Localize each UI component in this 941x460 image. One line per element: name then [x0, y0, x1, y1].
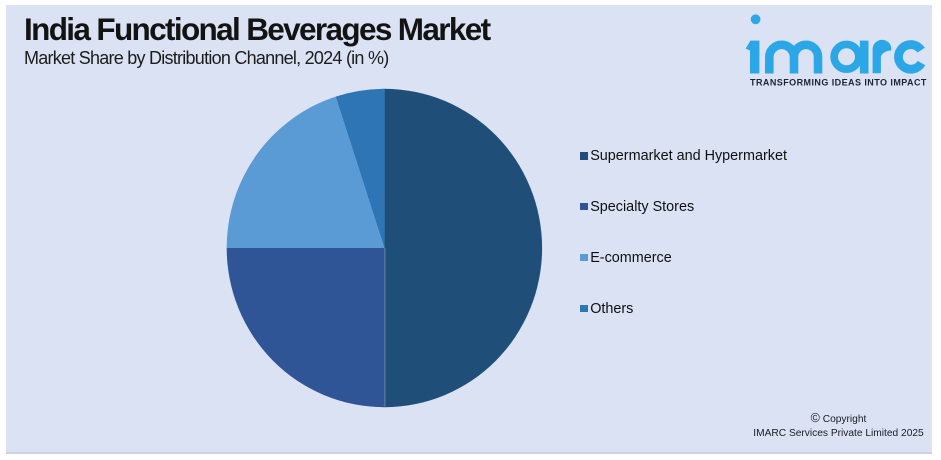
svg-text:TRANSFORMING IDEAS INTO IMPACT: TRANSFORMING IDEAS INTO IMPACT	[750, 77, 927, 87]
